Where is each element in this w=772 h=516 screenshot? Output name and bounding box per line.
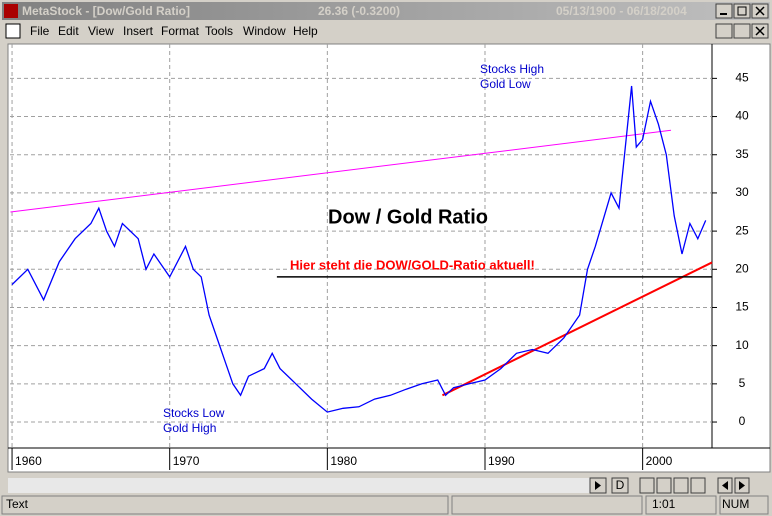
title-bar <box>2 2 770 20</box>
doc-minimize[interactable] <box>715 23 733 39</box>
status-text: Text <box>6 497 29 511</box>
y-tick-label: 20 <box>735 261 749 275</box>
status-time: 1:01 <box>652 497 676 511</box>
y-tick-label: 5 <box>739 376 746 390</box>
y-tick-label: 15 <box>735 300 749 314</box>
status-mode: NUM <box>722 497 749 511</box>
y-tick-label: 10 <box>735 338 749 352</box>
scroll-d-label: D <box>616 478 625 492</box>
window-title: MetaStock - [Dow/Gold Ratio] <box>22 4 190 18</box>
zoom-in-button[interactable] <box>690 477 706 494</box>
y-tick-label: 35 <box>735 147 749 161</box>
y-tick-label: 40 <box>735 109 749 123</box>
y-tick-label: 45 <box>735 71 749 85</box>
y-tick-label: 0 <box>739 414 746 428</box>
x-tick-label: 1980 <box>330 454 357 468</box>
date-range: 05/13/1900 - 06/18/2004 <box>556 4 687 18</box>
x-tick-label: 2000 <box>646 454 673 468</box>
minimize-button[interactable] <box>715 3 733 19</box>
pan-button[interactable] <box>656 477 672 494</box>
menu-item[interactable]: Edit <box>58 24 79 38</box>
menu-item[interactable]: Format <box>161 24 200 38</box>
annotation: Stocks High <box>480 62 544 76</box>
trendline <box>441 261 713 397</box>
window-controls <box>715 3 769 19</box>
menu-item[interactable]: Tools <box>205 24 233 38</box>
annotation: Gold High <box>163 421 216 435</box>
x-tick-label: 1970 <box>173 454 200 468</box>
chart-title: Dow / Gold Ratio <box>328 206 488 228</box>
menu-item[interactable]: File <box>30 24 50 38</box>
zoom-out-button[interactable] <box>673 477 689 494</box>
annotation: Stocks Low <box>163 406 225 420</box>
doc-icon[interactable] <box>5 23 21 39</box>
scroll-d-button[interactable] <box>611 477 629 494</box>
y-tick-label: 25 <box>735 223 749 237</box>
y-tick-label: 30 <box>735 185 749 199</box>
menu-item[interactable]: Help <box>293 24 318 38</box>
annotation: Gold Low <box>480 77 531 91</box>
scrollbar: D <box>8 477 750 494</box>
status-bar: Text 1:01 NUM <box>1 495 769 515</box>
scroll-track[interactable] <box>8 478 606 493</box>
app-icon <box>4 4 18 18</box>
x-tick-label: 1960 <box>15 454 42 468</box>
trendline <box>10 129 672 213</box>
menu-item[interactable]: View <box>88 24 114 38</box>
x-tick-label: 1990 <box>488 454 515 468</box>
doc-restore[interactable] <box>733 23 751 39</box>
quote: 26.36 (-0.3200) <box>318 4 400 18</box>
menu-item[interactable]: Window <box>243 24 286 38</box>
maximize-button[interactable] <box>733 3 751 19</box>
mdi-controls <box>715 23 769 39</box>
zoom-button[interactable] <box>639 477 655 494</box>
ratio-line <box>11 85 707 413</box>
annotation: Hier steht die DOW/GOLD-Ratio aktuell! <box>290 257 535 272</box>
menu-item[interactable]: Insert <box>123 24 154 38</box>
